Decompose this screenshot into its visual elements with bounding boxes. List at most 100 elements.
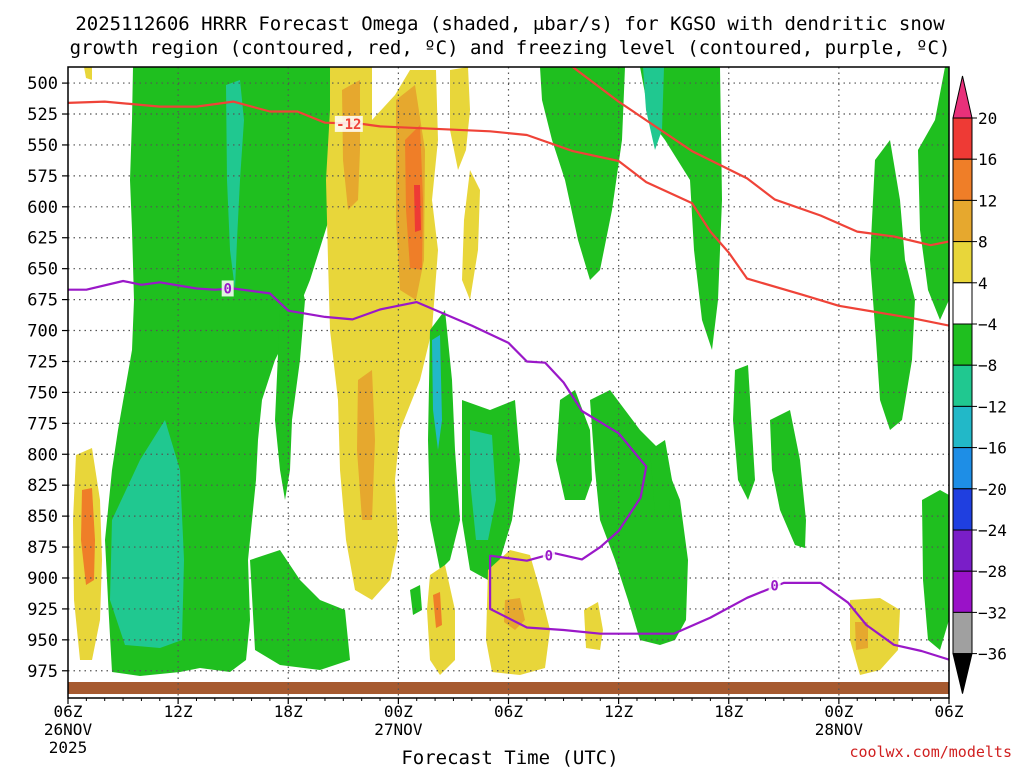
y-tick-label: 825 — [27, 476, 58, 496]
colorbar-segment — [952, 529, 973, 572]
omega-region-orange-lower-right — [504, 598, 525, 630]
contour-label: 0 — [223, 281, 231, 297]
y-tick-label: 525 — [27, 105, 58, 125]
omega-region-teal-mid — [470, 430, 496, 540]
colorbar-segment — [952, 447, 973, 490]
y-tick-label: 600 — [27, 198, 58, 218]
colorbar-segment — [952, 241, 973, 284]
chart-title-line1: 2025112606 HRRR Forecast Omega (shaded, … — [75, 13, 945, 35]
y-tick-label: 925 — [27, 600, 58, 620]
y-tick-label: 650 — [27, 260, 58, 280]
omega-shaded-field — [73, 67, 949, 676]
contour-label: 0 — [545, 549, 553, 565]
y-tick-label: 850 — [27, 507, 58, 527]
omega-region-green-upper-right2 — [640, 67, 722, 350]
omega-region-green-low-mid — [410, 585, 422, 615]
omega-region-orange-lowcenter — [433, 592, 442, 628]
y-tick-label: 500 — [27, 74, 58, 94]
isotherm-minus12-line — [68, 100, 949, 327]
colorbar-label: −24 — [978, 521, 1007, 540]
colorbar-label: −4 — [978, 315, 997, 334]
contour-label-bg — [221, 280, 234, 297]
omega-region-green-east3 — [650, 440, 672, 520]
omega-region-yellow-small — [584, 602, 603, 650]
chart-grid — [68, 67, 949, 698]
y-tick-label: 725 — [27, 352, 58, 372]
omega-region-orange-left — [81, 488, 95, 585]
y-tick-label: 675 — [27, 291, 58, 311]
y-tick-label: 950 — [27, 631, 58, 651]
colorbar-label: 12 — [978, 191, 997, 210]
contour-label-bg — [542, 547, 555, 564]
x-date-label: 28NOV — [815, 720, 864, 739]
isotherm-minus12-line-2 — [572, 67, 949, 247]
contour-label: -12 — [336, 117, 361, 133]
colorbar-label: −12 — [978, 397, 1007, 416]
ground-strip — [68, 682, 949, 694]
y-tick-label: 550 — [27, 136, 58, 156]
colorbar-label: −36 — [978, 645, 1007, 664]
colorbar-segment — [952, 611, 973, 655]
omega-region-green-right-low2 — [556, 390, 592, 500]
chart-title-line2: growth region (contoured, red, ºC) and f… — [70, 37, 951, 59]
colorbar-top-arrow — [952, 75, 973, 119]
omega-region-orange-center — [405, 125, 423, 270]
colorbar-label: −20 — [978, 480, 1007, 499]
x-tick-label: 06Z — [54, 702, 83, 721]
omega-region-green-far-east3 — [922, 490, 949, 650]
omega-region-green-low-left — [250, 550, 350, 670]
omega-region-green-left-strip — [275, 280, 305, 500]
x-tick-label: 06Z — [935, 702, 964, 721]
omega-region-green-east2 — [770, 410, 806, 548]
omega-region-green-far-east2 — [918, 67, 949, 320]
colorbar-legend: 20 16 12 8 4 −4 −8 −12 −16 −20 −24 −28 −32 −36 — [952, 75, 1007, 694]
x-axis-title: Forecast Time (UTC) — [401, 747, 618, 768]
x-tick-label: 18Z — [714, 702, 743, 721]
x-tick-label: 12Z — [164, 702, 193, 721]
y-tick-label: 700 — [27, 322, 58, 342]
colorbar-label: 4 — [978, 274, 988, 293]
colorbar-bottom-arrow — [952, 653, 973, 694]
omega-region-teal-upper — [226, 80, 244, 290]
y-tick-label: 625 — [27, 229, 58, 249]
omega-region-green-upper-right — [540, 67, 625, 280]
contour-lines: -12 0 0 0 — [68, 67, 949, 661]
colorbar-label: −16 — [978, 439, 1007, 458]
y-tick-label: 575 — [27, 167, 58, 187]
y-axis-pressure: 500 525 550 575 600 625 650 675 700 725 750 775 800 8… — [27, 74, 68, 682]
y-tick-label: 750 — [27, 383, 58, 403]
contour-label-bg — [334, 115, 363, 132]
colorbar-label: 20 — [978, 109, 997, 128]
omega-region-teal-upper-right — [643, 67, 664, 150]
x-date-label: 27NOV — [374, 720, 423, 739]
colorbar-label: 8 — [978, 233, 988, 252]
x-tick-label: 06Z — [494, 702, 523, 721]
x-tick-label: 18Z — [274, 702, 303, 721]
contour-label: 0 — [770, 578, 778, 594]
y-tick-label: 800 — [27, 445, 58, 465]
x-tick-label: 00Z — [384, 702, 413, 721]
colorbar-segment — [952, 117, 973, 160]
omega-region-gold-28nov — [855, 622, 868, 650]
omega-region-gold-center — [342, 80, 360, 210]
x-year-label: 2025 — [49, 738, 88, 757]
colorbar-segment — [952, 405, 973, 449]
omega-region-green-far-east — [870, 140, 915, 430]
omega-region-yellow-upper-mid — [462, 170, 480, 300]
omega-region-red-center — [414, 185, 421, 232]
x-date-label: 26NOV — [44, 720, 93, 739]
x-tick-label: 12Z — [604, 702, 633, 721]
y-tick-label: 900 — [27, 569, 58, 589]
y-tick-label: 775 — [27, 414, 58, 434]
colorbar-label: −8 — [978, 356, 997, 375]
colorbar-segment — [952, 199, 973, 243]
colorbar-segment — [952, 488, 973, 531]
omega-region-teal-core — [110, 420, 184, 648]
omega-region-yellow-28nov — [850, 598, 900, 675]
colorbar-label: −28 — [978, 562, 1007, 581]
omega-region-green-east — [733, 365, 755, 500]
y-tick-label: 875 — [27, 538, 58, 558]
